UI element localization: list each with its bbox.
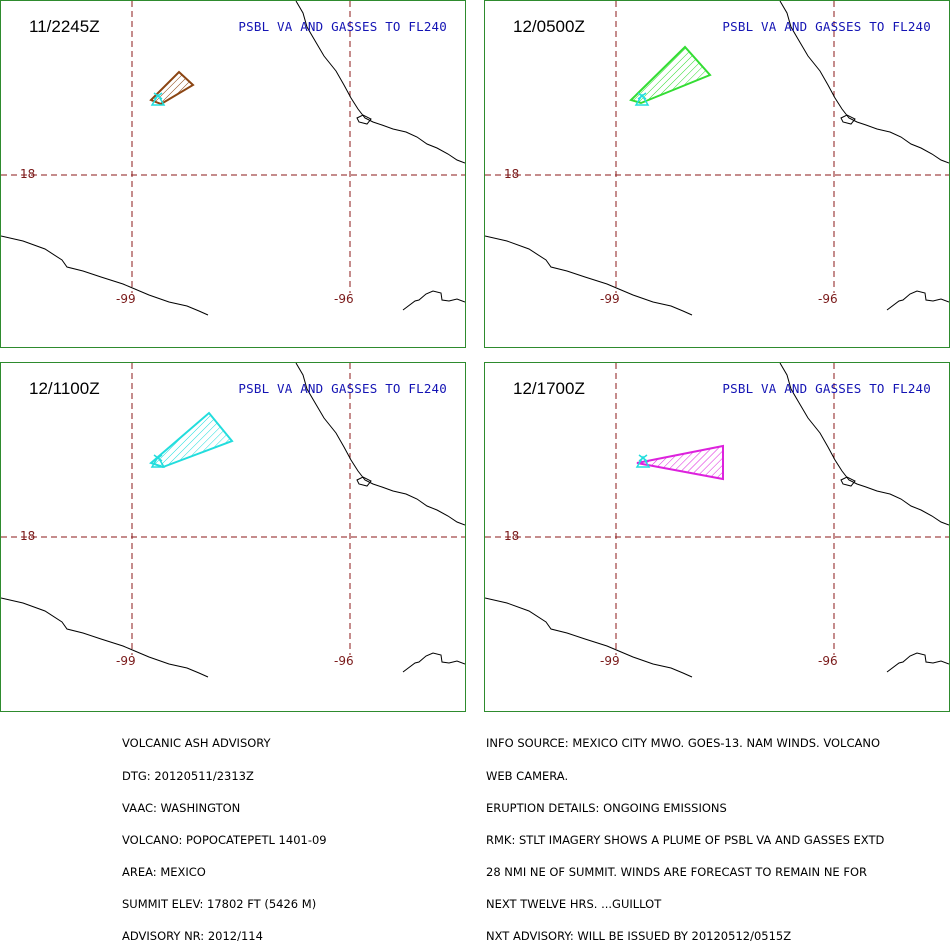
island-outline (886, 652, 949, 673)
volcano-eruption-mark (637, 92, 647, 100)
map-canvas (485, 1, 949, 316)
advisory-line: NEXT TWELVE HRS. ...GUILLOT (486, 896, 662, 911)
ash-plume (636, 444, 724, 481)
lon-label-99: -99 (116, 654, 136, 668)
map-canvas (1, 363, 465, 678)
advisory-line: INFO SOURCE: MEXICO CITY MWO. GOES-13. N… (486, 736, 881, 751)
advisory-line: AREA: MEXICO (122, 864, 206, 879)
lat-label-18: 18 (20, 167, 36, 181)
coast-detail (840, 476, 856, 487)
volcano-eruption-mark (153, 454, 163, 462)
lon-label-99: -99 (600, 292, 620, 306)
coast-detail (356, 476, 372, 487)
lat-label-18: 18 (20, 529, 36, 543)
coastline (1, 597, 209, 678)
lat-label-18: 18 (504, 529, 520, 543)
volcano-eruption-mark (153, 92, 163, 100)
volcano-icon (150, 455, 166, 468)
volcano-icon (635, 455, 651, 468)
advisory-line: 28 NMI NE OF SUMMIT. WINDS ARE FORECAST … (486, 864, 867, 879)
lon-label-99: -99 (600, 654, 620, 668)
coastline (295, 1, 465, 164)
island-outline (886, 290, 949, 311)
volcano-eruption-mark (638, 454, 648, 462)
map-canvas (1, 1, 465, 316)
coastline (1, 235, 209, 316)
advisory-line: VAAC: WASHINGTON (122, 800, 241, 815)
island-outline (402, 290, 465, 311)
advisory-line: WEB CAMERA. (486, 768, 569, 783)
coast-detail (356, 114, 372, 125)
panel-time: 12/1700Z (513, 379, 585, 398)
island-outline (402, 652, 465, 673)
ash-plume (149, 411, 234, 469)
panel-header: PSBL VA AND GASSES TO FL240 (722, 381, 931, 396)
panel-header: PSBL VA AND GASSES TO FL240 (238, 381, 447, 396)
advisory-line: ERUPTION DETAILS: ONGOING EMISSIONS (486, 800, 727, 815)
coastline (485, 597, 693, 678)
panel-time: 12/0500Z (513, 17, 585, 36)
map-canvas (485, 363, 949, 678)
lon-label-96: -96 (818, 292, 838, 306)
map-panel-2: 12/0500Z PSBL VA AND GASSES TO FL240 18 … (484, 0, 950, 348)
map-panel-4: 12/1700Z PSBL VA AND GASSES TO FL240 18 … (484, 362, 950, 712)
map-panel-3: 12/1100Z PSBL VA AND GASSES TO FL240 18 … (0, 362, 466, 712)
advisory-line: VOLCANIC ASH ADVISORY (122, 736, 271, 751)
ash-plume (149, 70, 195, 106)
volcano-icon (150, 93, 166, 106)
advisory-line: SUMMIT ELEV: 17802 FT (5426 M) (122, 896, 317, 911)
advisory-line: NXT ADVISORY: WILL BE ISSUED BY 20120512… (486, 928, 792, 943)
panel-header: PSBL VA AND GASSES TO FL240 (238, 19, 447, 34)
lon-label-96: -96 (334, 654, 354, 668)
coastline (485, 235, 693, 316)
coastline (779, 363, 949, 526)
advisory-line: RMK: STLT IMAGERY SHOWS A PLUME OF PSBL … (486, 832, 885, 847)
lon-label-99: -99 (116, 292, 136, 306)
panel-time: 12/1100Z (29, 379, 100, 398)
advisory-right: INFO SOURCE: MEXICO CITY MWO. GOES-13. N… (486, 717, 884, 952)
lon-label-96: -96 (818, 654, 838, 668)
coastline (779, 1, 949, 164)
advisory-left: VOLCANIC ASH ADVISORY DTG: 20120511/2313… (122, 717, 327, 952)
advisory-line: ADVISORY NR: 2012/114 (122, 928, 263, 943)
lat-label-18: 18 (504, 167, 520, 181)
advisory-line: DTG: 20120511/2313Z (122, 768, 254, 783)
coast-detail (840, 114, 856, 125)
volcano-icon (634, 93, 650, 106)
panel-time: 11/2245Z (29, 17, 100, 36)
lon-label-96: -96 (334, 292, 354, 306)
coastline (295, 363, 465, 526)
panel-header: PSBL VA AND GASSES TO FL240 (722, 19, 931, 34)
advisory-line: VOLCANO: POPOCATEPETL 1401-09 (122, 832, 327, 847)
map-panel-1: 11/2245Z PSBL VA AND GASSES TO FL240 18 … (0, 0, 466, 348)
